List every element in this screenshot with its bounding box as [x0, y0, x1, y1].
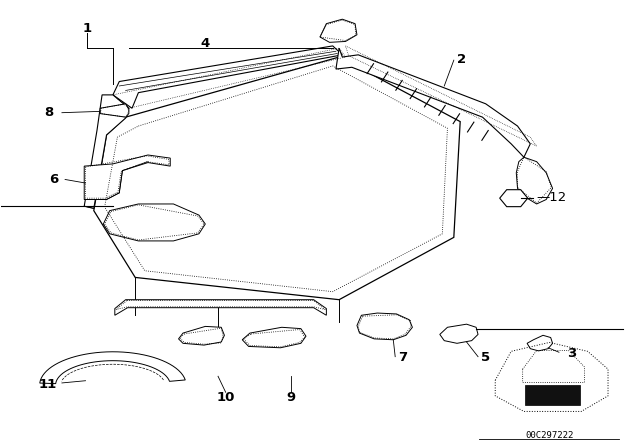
Polygon shape [179, 327, 225, 345]
Text: 8: 8 [45, 106, 54, 119]
Polygon shape [84, 155, 170, 199]
Polygon shape [336, 48, 531, 157]
Text: —12: —12 [537, 191, 567, 204]
Text: 10: 10 [216, 391, 235, 404]
Polygon shape [357, 313, 412, 340]
Polygon shape [103, 204, 205, 241]
Text: 11: 11 [38, 378, 56, 391]
Text: 9: 9 [287, 391, 296, 404]
Text: 4: 4 [201, 37, 210, 50]
Polygon shape [525, 385, 580, 405]
Polygon shape [84, 95, 129, 208]
Text: 6: 6 [49, 173, 58, 186]
Text: 3: 3 [567, 347, 577, 360]
Polygon shape [100, 104, 129, 117]
Polygon shape [500, 190, 528, 207]
Text: 1: 1 [83, 22, 92, 34]
Polygon shape [115, 300, 326, 315]
Polygon shape [320, 19, 357, 43]
Polygon shape [94, 57, 460, 300]
Polygon shape [440, 324, 478, 343]
Polygon shape [243, 327, 306, 348]
Text: 2: 2 [457, 53, 466, 66]
Text: 5: 5 [481, 351, 490, 364]
Polygon shape [527, 335, 552, 351]
Polygon shape [516, 157, 552, 204]
Text: 00C297222: 00C297222 [525, 431, 573, 440]
Polygon shape [40, 352, 186, 383]
Polygon shape [113, 46, 342, 108]
Text: 7: 7 [398, 351, 408, 364]
